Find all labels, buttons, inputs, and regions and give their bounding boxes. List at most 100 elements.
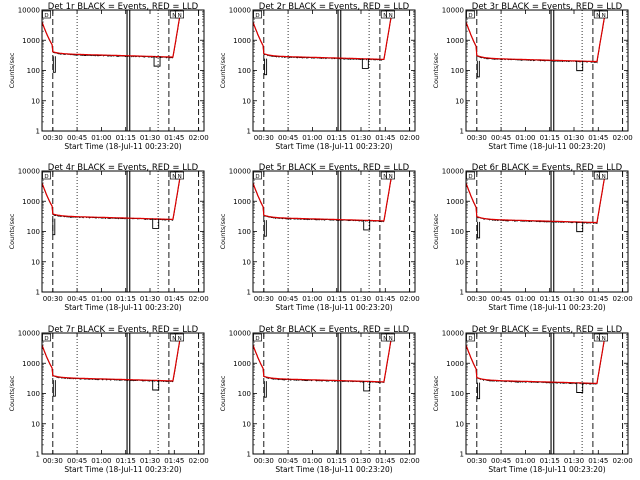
series-lld-line	[465, 13, 606, 63]
symbol-box	[386, 171, 395, 180]
x-tick-label: 01:45	[164, 295, 184, 303]
y-tick-label: 100	[451, 67, 464, 75]
detector-panel-6: Det 6r BLACK = Events, RED = LLD Counts/s…	[432, 163, 633, 312]
symbol-label: N	[383, 174, 387, 180]
symbol-box	[599, 171, 609, 180]
x-tick-label: 00:45	[491, 457, 511, 465]
series-lld-line	[252, 172, 393, 222]
x-axis-label: Start Time (18-Jul-11 00:23:20)	[488, 303, 605, 312]
series-events-line	[465, 13, 606, 64]
x-tick-label: 01:30	[140, 457, 160, 465]
x-tick-label: 01:00	[91, 295, 111, 303]
y-tick-label: 10	[31, 97, 40, 105]
plot-frame	[465, 332, 629, 455]
y-tick-label: 1	[247, 451, 251, 459]
x-tick-label: 02:00	[400, 134, 420, 142]
x-tick-label: 01:00	[91, 457, 111, 465]
events-dip	[263, 220, 267, 237]
x-tick-label: 01:15	[540, 134, 560, 142]
y-tick-label: 1	[36, 451, 40, 459]
series-events-line	[252, 11, 393, 61]
symbol-label: N	[602, 13, 606, 19]
y-tick-label: 100	[27, 228, 40, 236]
y-tick-label: 1000	[233, 37, 251, 45]
symbol-label: D	[468, 13, 472, 19]
x-tick-label: 01:30	[351, 295, 371, 303]
symbol-box	[466, 333, 475, 342]
plot-frame	[41, 332, 205, 455]
plot-frame	[465, 170, 629, 293]
series-lld-line	[41, 333, 182, 382]
detector-panel-5: Det 5r BLACK = Events, RED = LLD Counts/s…	[219, 163, 420, 312]
y-tick-label: 10000	[442, 168, 464, 176]
x-tick-label: 00:30	[43, 134, 63, 142]
x-tick-label: 01:00	[302, 457, 322, 465]
y-tick-label: 1000	[233, 360, 251, 368]
x-tick-label: 01:15	[327, 134, 347, 142]
x-tick-label: 01:45	[588, 134, 608, 142]
y-axis-label: Counts/sec	[432, 375, 440, 411]
x-tick-label: 01:45	[588, 457, 608, 465]
series-events-line	[252, 173, 393, 223]
symbol-box	[175, 333, 184, 342]
x-tick-label: 01:45	[164, 134, 184, 142]
series-events-line	[41, 10, 182, 59]
y-tick-label: 10	[455, 97, 464, 105]
y-axis-label: Counts/sec	[219, 52, 227, 88]
y-axis-label: Counts/sec	[432, 213, 440, 249]
events-dip	[576, 382, 584, 393]
panel-title: Det 9r BLACK = Events, RED = LLD	[472, 325, 623, 335]
symbol-label: D	[44, 174, 48, 180]
x-tick-label: 01:30	[140, 295, 160, 303]
panel-title: Det 7r BLACK = Events, RED = LLD	[48, 325, 199, 335]
y-tick-label: 10000	[18, 7, 40, 15]
symbol-label: D	[468, 336, 472, 342]
symbol-label: D	[255, 13, 259, 19]
y-tick-label: 10	[455, 258, 464, 266]
symbol-box	[42, 10, 51, 19]
panel-title: Det 3r BLACK = Events, RED = LLD	[472, 2, 623, 12]
y-tick-label: 1	[247, 289, 251, 297]
panel-title: Det 2r BLACK = Events, RED = LLD	[259, 2, 410, 12]
x-tick-label: 02:00	[613, 457, 633, 465]
x-tick-label: 01:45	[588, 295, 608, 303]
symbol-label: N	[596, 174, 600, 180]
x-axis-label: Start Time (18-Jul-11 00:23:20)	[488, 142, 605, 151]
x-tick-label: 01:45	[164, 457, 184, 465]
y-tick-label: 100	[238, 390, 251, 398]
series-events-line	[41, 333, 182, 383]
symbol-box	[175, 171, 184, 180]
symbol-label: N	[172, 13, 176, 19]
symbol-label: D	[255, 336, 259, 342]
events-dip	[363, 220, 371, 231]
symbol-box	[253, 10, 262, 19]
x-tick-label: 02:00	[189, 295, 209, 303]
y-tick-label: 10	[242, 420, 251, 428]
x-tick-label: 00:45	[278, 295, 298, 303]
y-tick-label: 10000	[229, 7, 251, 15]
symbol-label: N	[178, 174, 182, 180]
x-tick-label: 00:30	[254, 295, 274, 303]
x-tick-label: 00:30	[254, 134, 274, 142]
x-tick-label: 01:00	[515, 134, 535, 142]
symbol-label: N	[596, 336, 600, 342]
x-axis-label: Start Time (18-Jul-11 00:23:20)	[275, 465, 392, 474]
y-tick-label: 1	[460, 289, 464, 297]
events-dip	[361, 58, 369, 69]
events-dip	[52, 56, 56, 73]
events-dip	[477, 221, 481, 239]
plot-frame	[252, 170, 416, 293]
series-lld-line	[41, 171, 182, 220]
events-dip	[263, 381, 267, 398]
y-axis-label: Counts/sec	[219, 213, 227, 249]
x-tick-label: 01:45	[375, 457, 395, 465]
y-tick-label: 10000	[229, 168, 251, 176]
series-events-line	[465, 335, 606, 385]
symbol-box	[466, 10, 475, 19]
symbol-box	[466, 171, 475, 180]
x-tick-label: 01:15	[116, 295, 136, 303]
detector-panel-8: Det 8r BLACK = Events, RED = LLD Counts/s…	[219, 325, 420, 474]
x-axis-label: Start Time (18-Jul-11 00:23:20)	[64, 142, 181, 151]
x-tick-label: 00:30	[43, 457, 63, 465]
